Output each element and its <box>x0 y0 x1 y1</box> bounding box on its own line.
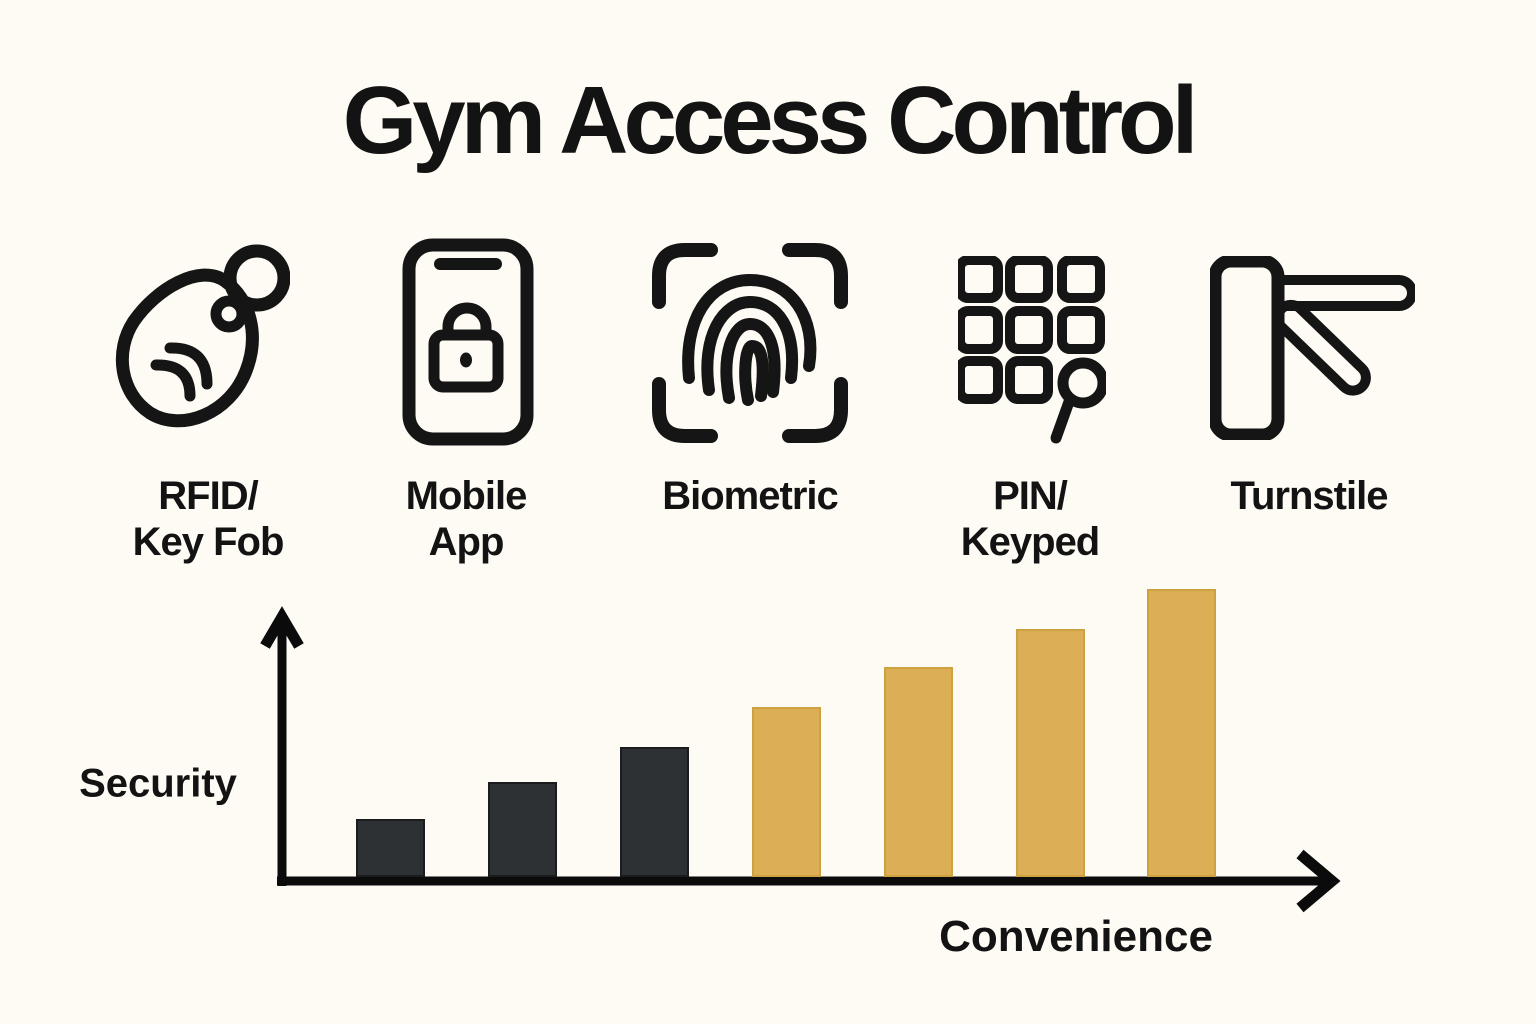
bar <box>1147 589 1216 877</box>
bar <box>488 782 557 877</box>
bar <box>356 819 425 877</box>
bar <box>620 747 689 877</box>
label-line: Keyped <box>960 520 1100 564</box>
label-line: App <box>428 520 505 564</box>
label-mobile-app: Mobile App <box>405 473 528 565</box>
label-line: PIN/ <box>993 474 1068 518</box>
y-axis-arrowhead <box>260 606 304 649</box>
label-pin-keypad: PIN/ Keyped <box>961 473 1100 565</box>
chart-axes <box>260 606 1341 913</box>
turnstile-icon <box>1210 256 1415 440</box>
keypad-icon <box>958 256 1106 446</box>
label-line: Mobile <box>405 474 528 518</box>
page-title: Gym Access Control <box>342 67 1199 174</box>
x-axis-arrowhead <box>1296 849 1341 913</box>
label-line: RFID/ <box>158 474 258 518</box>
label-rfid-key-fob: RFID/ Key Fob <box>132 473 285 565</box>
y-axis-label: Security <box>79 761 237 806</box>
bar <box>752 707 821 877</box>
key-fob-icon <box>110 235 290 440</box>
label-line: Turnstile <box>1230 474 1389 518</box>
fingerprint-scan-icon <box>645 236 855 450</box>
label-turnstile: Turnstile <box>1230 473 1389 519</box>
x-axis-label: Convenience <box>939 912 1213 961</box>
bar <box>1016 629 1085 877</box>
label-line: Biometric <box>662 474 838 518</box>
label-biometric: Biometric <box>662 473 838 519</box>
bar <box>884 667 953 877</box>
label-line: Key Fob <box>132 520 285 564</box>
mobile-phone-lock-icon <box>402 238 534 446</box>
